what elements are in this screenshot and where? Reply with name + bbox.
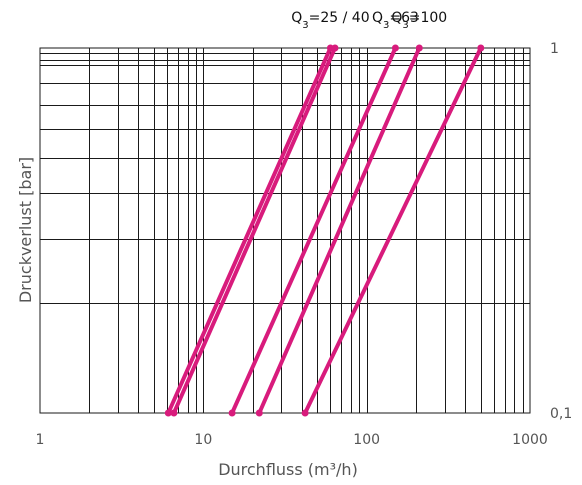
series-layer: [164, 44, 485, 417]
data-point: [301, 409, 309, 417]
y-axis-label: Druckverlust [bar]: [16, 157, 35, 303]
y-tick-label: 1: [550, 41, 559, 57]
series-line: [171, 46, 337, 415]
series-label-q63: Q3=63: [372, 10, 419, 31]
x-tick-label: 1000: [512, 432, 548, 448]
x-axis-label: Durchfluss (m³/h): [218, 460, 358, 479]
data-point: [255, 409, 263, 417]
data-point: [164, 409, 172, 417]
data-point: [477, 44, 485, 52]
y-tick-labels: 10,1: [550, 41, 572, 422]
series-4: [255, 44, 423, 417]
series-line: [166, 46, 333, 415]
y-tick-label: 0,1: [550, 406, 572, 422]
data-point: [331, 44, 339, 52]
x-tick-label: 10: [194, 432, 212, 448]
series-5: [301, 44, 485, 417]
series-label-q100: Q3=100: [391, 10, 447, 31]
series-3: [228, 44, 399, 417]
data-point: [415, 44, 423, 52]
plot-frame: [39, 47, 531, 414]
x-tick-label: 1: [36, 432, 45, 448]
x-tick-label: 100: [353, 432, 380, 448]
series-label-q25-40: Q3=25 / 40: [291, 10, 369, 31]
series-line: [303, 46, 483, 415]
series-line: [257, 46, 422, 415]
x-tick-labels: 1 10 100 1000: [36, 432, 548, 448]
data-point: [391, 44, 399, 52]
series-line: [230, 46, 398, 415]
series-2: [170, 44, 339, 417]
series-1: [164, 44, 334, 417]
data-point: [170, 409, 178, 417]
data-point: [228, 409, 236, 417]
